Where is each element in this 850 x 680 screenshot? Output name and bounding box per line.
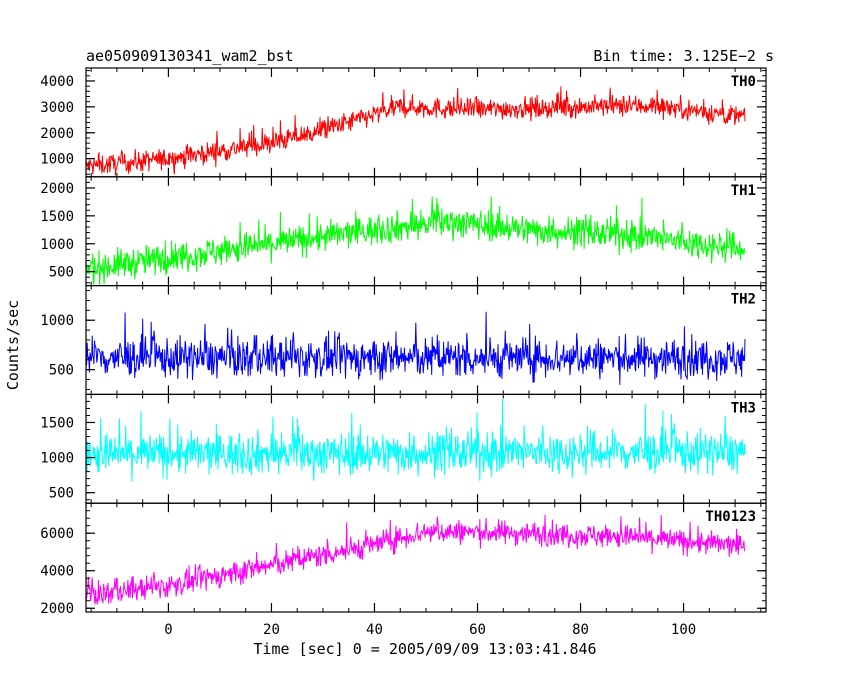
panel-th0123: 2000 4000 6000 TH0123	[40, 502, 767, 617]
y-axis-label: Counts/sec	[4, 300, 22, 390]
panel-label: TH2	[731, 292, 756, 308]
y-tick-label: 500	[49, 363, 74, 379]
x-tick-label: 80	[572, 622, 589, 638]
chart-title: ae050909130341_wam2_bst	[86, 47, 294, 65]
x-tick-label: 40	[366, 622, 383, 638]
panel-frame	[85, 285, 767, 396]
x-tick-label: 0	[164, 622, 172, 638]
x-axis-label: Time [sec] 0 = 2005/09/09 13:03:41.846	[253, 640, 596, 658]
x-tick-label: 100	[671, 622, 696, 638]
y-tick-label: 2000	[40, 601, 74, 617]
panel-th2: 500 1000 TH2	[40, 285, 767, 396]
panel-label: TH0	[731, 74, 756, 90]
series-th1	[86, 196, 746, 286]
x-axis: 0 20 40 60 80 100	[164, 622, 696, 638]
y-tick-label: 6000	[40, 526, 74, 542]
panel-th0: 1000 2000 3000 4000 TH0	[40, 67, 767, 178]
y-tick-label: 4000	[40, 74, 74, 90]
panel-frame	[85, 502, 767, 613]
y-tick-label: 1000	[40, 152, 74, 168]
panel-th3: 500 1000 1500 TH3	[40, 393, 767, 504]
y-tick-label: 1500	[40, 209, 74, 225]
x-tick-label: 20	[263, 622, 280, 638]
y-tick-label: 1000	[40, 313, 74, 329]
series-th2	[86, 311, 746, 385]
bin-time-label: Bin time: 3.125E−2 s	[593, 47, 774, 65]
y-tick-label: 500	[49, 265, 74, 281]
y-tick-label: 2000	[40, 126, 74, 142]
panel-frame	[85, 67, 767, 178]
y-tick-label: 500	[49, 486, 74, 502]
x-tick-label: 60	[469, 622, 486, 638]
panel-label: TH1	[731, 183, 756, 199]
y-tick-label: 4000	[40, 564, 74, 580]
series-th0123	[86, 514, 746, 605]
panel-th1: 500 1000 1500 2000 TH1	[40, 176, 767, 287]
series-th0	[86, 86, 746, 176]
panel-label: TH0123	[705, 509, 756, 525]
y-tick-label: 1000	[40, 451, 74, 467]
panel-label: TH3	[731, 400, 756, 416]
series-th3	[86, 398, 746, 482]
y-tick-label: 3000	[40, 100, 74, 116]
y-tick-label: 1500	[40, 415, 74, 431]
y-tick-label: 1000	[40, 237, 74, 253]
y-tick-label: 2000	[40, 181, 74, 197]
